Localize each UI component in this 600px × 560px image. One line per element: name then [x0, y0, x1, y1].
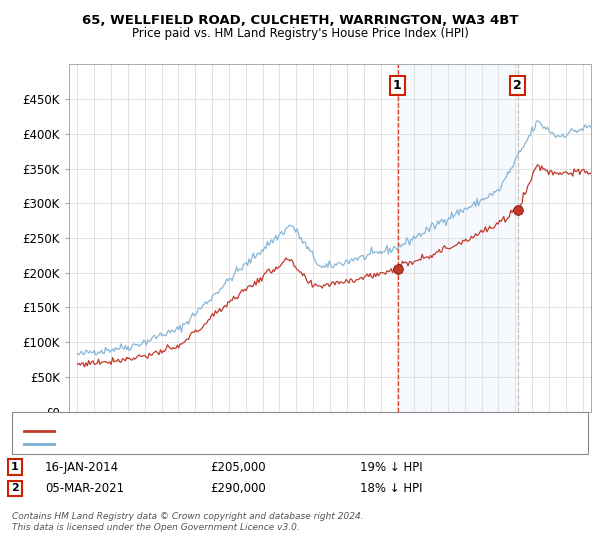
Text: 05-MAR-2021: 05-MAR-2021	[45, 482, 124, 495]
Text: £290,000: £290,000	[210, 482, 266, 495]
Text: 19% ↓ HPI: 19% ↓ HPI	[360, 460, 422, 474]
Text: 2: 2	[513, 79, 521, 92]
Text: 2: 2	[11, 483, 19, 493]
Text: 1: 1	[393, 79, 401, 92]
Text: Price paid vs. HM Land Registry's House Price Index (HPI): Price paid vs. HM Land Registry's House …	[131, 27, 469, 40]
Text: 65, WELLFIELD ROAD, CULCHETH, WARRINGTON, WA3 4BT: 65, WELLFIELD ROAD, CULCHETH, WARRINGTON…	[82, 14, 518, 27]
Text: 1: 1	[11, 462, 19, 472]
Text: HPI: Average price, detached house, Warrington: HPI: Average price, detached house, Warr…	[63, 439, 314, 449]
Text: 18% ↓ HPI: 18% ↓ HPI	[360, 482, 422, 495]
Text: 16-JAN-2014: 16-JAN-2014	[45, 460, 119, 474]
Bar	[398, 64, 518, 412]
Text: 65, WELLFIELD ROAD, CULCHETH, WARRINGTON, WA3 4BT (detached house): 65, WELLFIELD ROAD, CULCHETH, WARRINGTON…	[63, 426, 463, 436]
Text: Contains HM Land Registry data © Crown copyright and database right 2024.
This d: Contains HM Land Registry data © Crown c…	[12, 512, 364, 532]
Text: £205,000: £205,000	[210, 460, 266, 474]
